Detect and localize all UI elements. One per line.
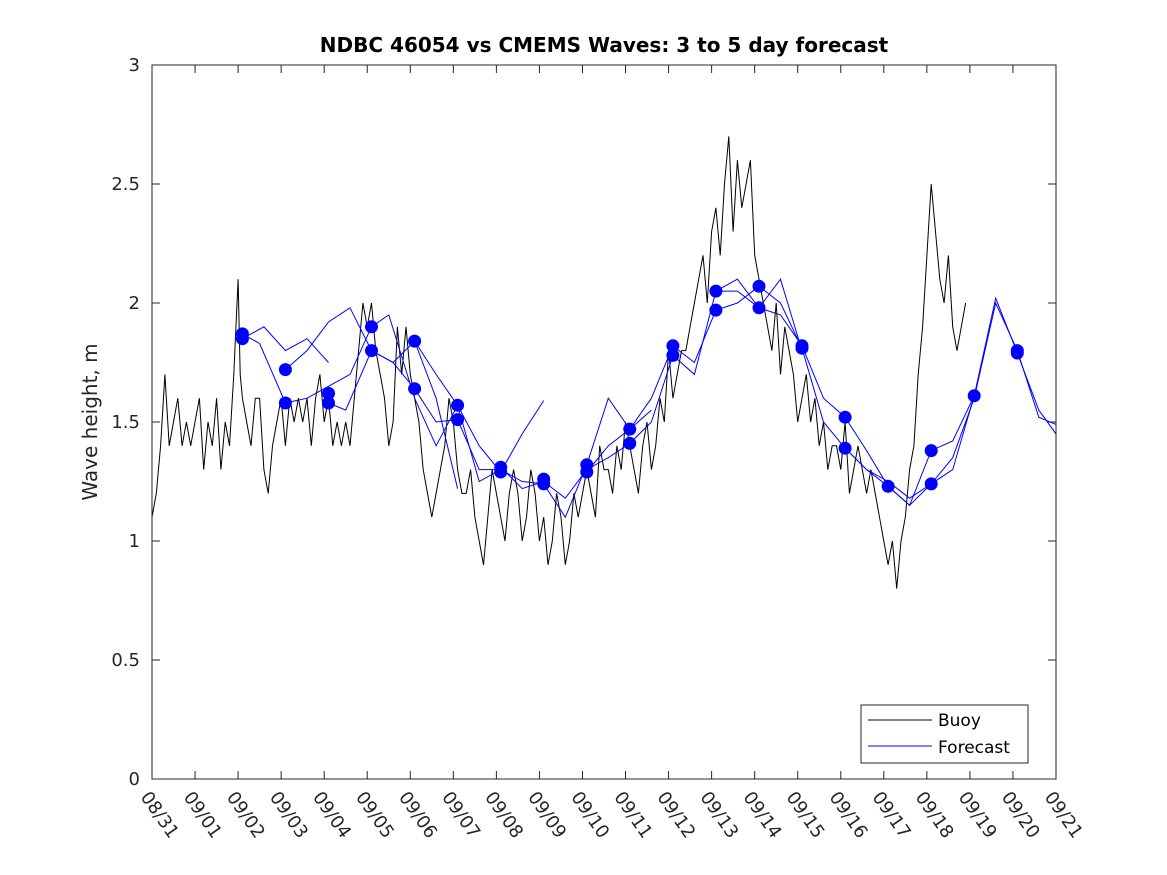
forecast-line-2: [242, 326, 372, 404]
forecast-marker: [322, 386, 335, 400]
y-tick-label: 2.5: [111, 174, 140, 195]
buoy-series: [151, 136, 967, 589]
x-tick-label: 09/03: [265, 788, 312, 843]
x-tick-label: 09/17: [868, 788, 915, 843]
forecast-marker: [278, 396, 292, 410]
x-tick-label: 09/18: [911, 788, 958, 843]
forecast-markers: [235, 279, 1024, 493]
buoy-line: [151, 136, 967, 589]
x-tick-label: 09/13: [696, 788, 743, 843]
forecast-marker: [709, 284, 723, 298]
y-axis-label: Wave height, m: [78, 343, 102, 500]
forecast-marker: [235, 332, 249, 346]
x-tick-label: 09/04: [308, 788, 355, 843]
forecast-line-10: [844, 301, 1057, 499]
x-tick-label: 08/31: [136, 788, 183, 843]
forecast-marker: [623, 436, 637, 450]
y-tick-label: 0: [129, 769, 140, 790]
forecast-line-1: [242, 326, 329, 363]
forecast-marker: [967, 389, 981, 403]
forecast-line-7: [500, 278, 803, 499]
x-tick-label: 09/11: [609, 788, 656, 843]
forecast-marker: [278, 363, 292, 377]
x-tick-label: 09/09: [523, 788, 570, 843]
forecast-marker: [924, 477, 938, 491]
legend: Buoy Forecast: [860, 704, 1029, 764]
forecast-marker: [666, 339, 680, 353]
x-tick-label: 09/21: [1040, 788, 1087, 843]
forecast-marker: [408, 382, 422, 396]
legend-buoy-label: Buoy: [938, 711, 981, 731]
forecast-marker: [795, 341, 809, 355]
x-tick-label: 09/14: [739, 788, 786, 843]
forecast-marker: [752, 301, 766, 315]
y-tick-label: 0.5: [111, 650, 140, 671]
forecast-marker: [1010, 346, 1024, 360]
x-tick-label: 09/16: [825, 788, 872, 843]
chart-title: NDBC 46054 vs CMEMS Waves: 3 to 5 day fo…: [320, 33, 889, 57]
x-tick-label: 09/02: [222, 788, 269, 843]
legend-forecast-label: Forecast: [938, 738, 1010, 758]
y-tick-label: 1.5: [111, 412, 140, 433]
forecast-marker: [494, 465, 508, 479]
forecast-marker: [881, 479, 895, 493]
forecast-marker: [365, 320, 378, 334]
x-tick-label: 09/08: [480, 788, 527, 843]
forecast-marker: [709, 303, 723, 317]
x-tick-label: 09/07: [437, 788, 484, 843]
forecast-marker: [838, 410, 852, 424]
x-tick-label: 09/19: [954, 788, 1001, 843]
x-tick-label: 09/06: [394, 788, 441, 843]
forecast-marker: [924, 444, 938, 458]
x-tick-label: 09/01: [179, 788, 226, 843]
forecast-marker: [451, 398, 465, 412]
plot-frame: [151, 64, 1057, 780]
y-tick-label: 1: [129, 531, 140, 552]
forecast-marker: [580, 465, 594, 479]
y-tick-label: 2: [129, 293, 140, 314]
forecast-marker: [322, 396, 335, 410]
forecast-marker: [752, 279, 766, 293]
x-tick-label: 09/20: [997, 788, 1044, 843]
x-tick-label: 09/10: [566, 788, 613, 843]
x-tick-label: 09/05: [351, 788, 398, 843]
forecast-marker: [365, 344, 378, 358]
forecast-marker: [666, 348, 680, 362]
forecast-marker: [451, 413, 465, 427]
x-tick-label: 09/15: [782, 788, 829, 843]
forecast-marker: [838, 441, 852, 455]
y-tick-label: 3: [129, 55, 140, 76]
forecast-marker: [537, 477, 551, 491]
forecast-marker: [408, 334, 422, 348]
forecast-marker: [623, 422, 637, 436]
legend-box: [860, 704, 1029, 764]
x-tick-label: 09/12: [652, 788, 699, 843]
